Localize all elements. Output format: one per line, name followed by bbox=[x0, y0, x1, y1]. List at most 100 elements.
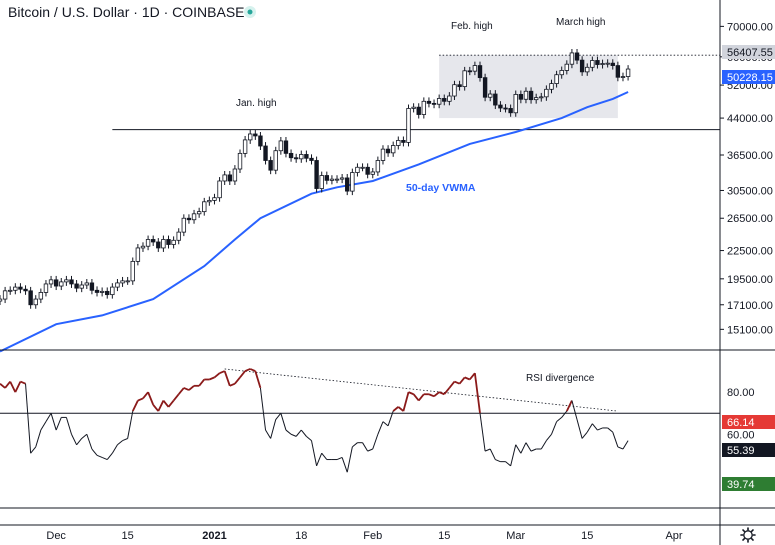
candle[interactable] bbox=[319, 171, 324, 193]
candle[interactable] bbox=[488, 90, 493, 102]
candle[interactable] bbox=[324, 171, 330, 185]
candle[interactable] bbox=[278, 136, 284, 155]
candle[interactable] bbox=[74, 280, 79, 293]
candle[interactable] bbox=[533, 93, 539, 104]
candle[interactable] bbox=[569, 49, 575, 69]
candle[interactable] bbox=[370, 168, 375, 179]
candle[interactable] bbox=[365, 163, 370, 179]
candle[interactable] bbox=[390, 141, 396, 157]
candle[interactable] bbox=[416, 103, 421, 119]
candle[interactable] bbox=[615, 61, 621, 82]
candle[interactable] bbox=[334, 175, 340, 184]
candle[interactable] bbox=[263, 142, 268, 165]
candle[interactable] bbox=[191, 209, 197, 224]
candle[interactable] bbox=[258, 132, 263, 150]
candle[interactable] bbox=[130, 257, 135, 285]
candle[interactable] bbox=[105, 287, 110, 299]
candle[interactable] bbox=[89, 279, 95, 295]
candle[interactable] bbox=[135, 244, 141, 266]
candle[interactable] bbox=[69, 275, 74, 288]
candle[interactable] bbox=[145, 235, 151, 251]
candle[interactable] bbox=[207, 196, 212, 206]
candle[interactable] bbox=[186, 214, 192, 224]
candle[interactable] bbox=[462, 66, 467, 91]
candle[interactable] bbox=[232, 165, 238, 185]
candle[interactable] bbox=[549, 79, 554, 94]
candle[interactable] bbox=[625, 65, 631, 81]
candle[interactable] bbox=[493, 90, 498, 110]
candle[interactable] bbox=[171, 236, 176, 249]
candle[interactable] bbox=[53, 275, 59, 291]
candle[interactable] bbox=[140, 242, 146, 252]
candle[interactable] bbox=[64, 275, 69, 286]
candle[interactable] bbox=[156, 238, 161, 252]
candle[interactable] bbox=[115, 279, 120, 292]
candle[interactable] bbox=[248, 130, 253, 144]
candle[interactable] bbox=[309, 154, 314, 165]
candle[interactable] bbox=[559, 66, 564, 79]
candle[interactable] bbox=[268, 156, 273, 175]
candle[interactable] bbox=[288, 149, 294, 162]
candle[interactable] bbox=[447, 92, 452, 106]
candle[interactable] bbox=[196, 207, 202, 218]
candle[interactable] bbox=[564, 60, 570, 75]
candle[interactable] bbox=[513, 90, 518, 117]
candle[interactable] bbox=[620, 72, 626, 82]
candle[interactable] bbox=[380, 145, 386, 165]
candle[interactable] bbox=[375, 156, 381, 176]
candle[interactable] bbox=[222, 170, 227, 185]
candle[interactable] bbox=[339, 174, 345, 184]
candle[interactable] bbox=[590, 56, 595, 72]
candle[interactable] bbox=[253, 130, 258, 140]
candle[interactable] bbox=[600, 59, 605, 69]
candle[interactable] bbox=[33, 295, 38, 309]
candle[interactable] bbox=[13, 283, 18, 295]
candle[interactable] bbox=[508, 104, 513, 117]
gear-icon[interactable] bbox=[740, 527, 756, 543]
candle[interactable] bbox=[125, 276, 130, 285]
candle[interactable] bbox=[431, 99, 437, 109]
candle[interactable] bbox=[84, 279, 90, 289]
candle[interactable] bbox=[237, 149, 243, 174]
candle[interactable] bbox=[166, 235, 171, 249]
candle[interactable] bbox=[79, 281, 84, 293]
candle[interactable] bbox=[202, 197, 207, 216]
candle[interactable] bbox=[38, 288, 44, 304]
candle[interactable] bbox=[314, 156, 319, 193]
candle[interactable] bbox=[411, 103, 416, 113]
candle[interactable] bbox=[217, 177, 222, 202]
candle[interactable] bbox=[28, 286, 33, 309]
candle[interactable] bbox=[610, 59, 615, 70]
candle[interactable] bbox=[227, 170, 232, 185]
candle[interactable] bbox=[595, 56, 600, 69]
candle[interactable] bbox=[477, 61, 483, 82]
candle[interactable] bbox=[304, 150, 309, 163]
candle[interactable] bbox=[120, 276, 125, 287]
candle[interactable] bbox=[273, 146, 278, 175]
candle[interactable] bbox=[396, 136, 401, 150]
candle[interactable] bbox=[457, 80, 462, 91]
rsi-pane[interactable] bbox=[0, 368, 720, 473]
candle[interactable] bbox=[360, 163, 365, 172]
candle[interactable] bbox=[350, 168, 355, 196]
candle[interactable] bbox=[18, 283, 23, 294]
candle[interactable] bbox=[2, 286, 8, 304]
candle[interactable] bbox=[426, 97, 432, 108]
candle[interactable] bbox=[59, 277, 64, 291]
candle[interactable] bbox=[212, 193, 217, 205]
candle[interactable] bbox=[605, 59, 610, 68]
candle[interactable] bbox=[176, 228, 181, 245]
candle[interactable] bbox=[99, 287, 105, 297]
candle[interactable] bbox=[544, 85, 549, 101]
candle[interactable] bbox=[329, 175, 335, 185]
candle[interactable] bbox=[299, 150, 304, 163]
candle[interactable] bbox=[161, 235, 166, 252]
candle[interactable] bbox=[523, 87, 529, 104]
candle[interactable] bbox=[585, 63, 590, 76]
candle[interactable] bbox=[94, 286, 100, 297]
candle[interactable] bbox=[0, 295, 3, 306]
candle[interactable] bbox=[150, 235, 156, 246]
price-pane[interactable] bbox=[0, 49, 720, 353]
candle[interactable] bbox=[503, 104, 508, 113]
candle[interactable] bbox=[528, 87, 534, 104]
